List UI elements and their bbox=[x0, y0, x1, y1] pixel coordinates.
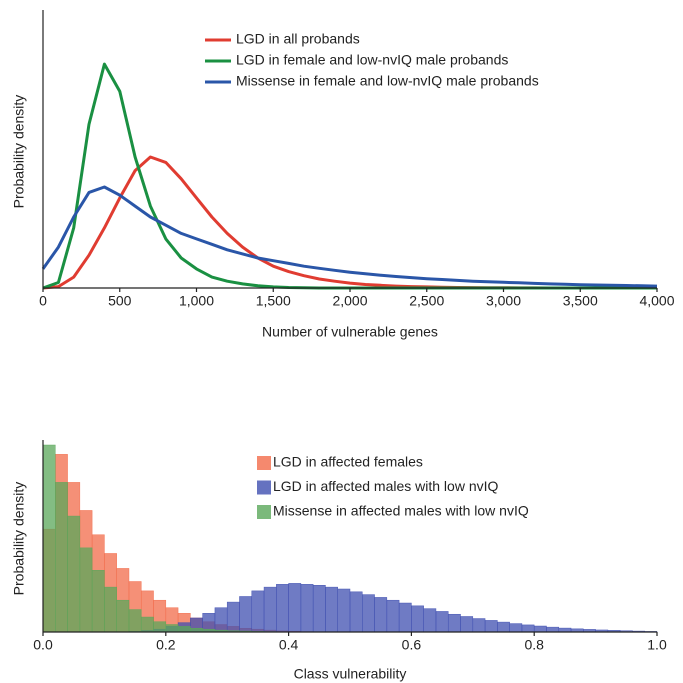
x-tick-label: 0 bbox=[39, 293, 47, 309]
histogram-bar bbox=[386, 599, 400, 633]
histogram-bar bbox=[128, 609, 142, 633]
histogram-bar bbox=[484, 620, 498, 633]
histogram-bar bbox=[300, 584, 314, 633]
histogram-bar bbox=[337, 588, 351, 633]
histogram-bar bbox=[325, 586, 338, 633]
x-tick-label: 0.4 bbox=[279, 637, 299, 653]
legend-swatch bbox=[257, 456, 271, 470]
x-axis-label: Number of vulnerable genes bbox=[262, 324, 438, 340]
x-tick-label: 3,500 bbox=[563, 293, 598, 309]
histogram-bar bbox=[104, 586, 117, 633]
x-tick-label: 0.6 bbox=[402, 637, 422, 653]
x-tick-label: 1,500 bbox=[256, 293, 291, 309]
histogram-bar bbox=[165, 624, 179, 633]
histogram-bar bbox=[349, 591, 363, 633]
histogram-bar bbox=[312, 585, 326, 633]
histogram-bar bbox=[435, 611, 449, 633]
histogram-bar bbox=[472, 618, 486, 633]
x-tick-label: 500 bbox=[108, 293, 132, 309]
y-axis-label: Probability density bbox=[11, 95, 27, 209]
histogram-bar bbox=[263, 586, 277, 633]
histogram-bar bbox=[533, 625, 547, 633]
legend-label: Missense in female and low-nvIQ male pro… bbox=[236, 73, 539, 89]
legend-label: Missense in affected males with low nvIQ bbox=[273, 503, 529, 519]
legend-label: LGD in all probands bbox=[236, 31, 360, 47]
histogram-bar bbox=[362, 594, 375, 633]
x-tick-label: 2,000 bbox=[332, 293, 367, 309]
histogram-bar bbox=[288, 583, 302, 633]
x-tick-label: 0.0 bbox=[33, 637, 53, 653]
x-tick-label: 2,500 bbox=[409, 293, 444, 309]
x-tick-label: 4,000 bbox=[639, 293, 674, 309]
histogram-bar bbox=[447, 613, 461, 633]
x-tick-label: 0.8 bbox=[524, 637, 544, 653]
histogram-bar bbox=[116, 599, 130, 633]
histogram-bar bbox=[55, 482, 68, 633]
histogram-bar bbox=[140, 616, 154, 633]
legend-label: LGD in affected males with low nvIQ bbox=[273, 478, 499, 494]
histogram-bar bbox=[153, 621, 167, 633]
legend-swatch bbox=[257, 505, 271, 519]
histogram-bar bbox=[239, 596, 253, 633]
histogram-bar bbox=[251, 590, 265, 633]
x-tick-label: 1,000 bbox=[179, 293, 214, 309]
histogram-bar bbox=[423, 608, 437, 633]
x-tick-label: 0.2 bbox=[156, 637, 176, 653]
histogram-bar bbox=[214, 607, 228, 633]
histogram-bar bbox=[521, 624, 535, 633]
histogram-bar bbox=[497, 621, 510, 633]
y-axis-label: Probability density bbox=[11, 482, 27, 596]
histogram-bar bbox=[79, 547, 93, 633]
histogram-bar bbox=[374, 597, 388, 633]
histogram-bar bbox=[226, 601, 240, 633]
legend-label: LGD in female and low-nvIQ male probands bbox=[236, 52, 508, 68]
density-line bbox=[41, 185, 658, 288]
x-tick-label: 3,000 bbox=[486, 293, 521, 309]
histogram-bar bbox=[177, 626, 191, 633]
histogram-bar bbox=[546, 626, 560, 633]
x-tick-label: 1.0 bbox=[647, 637, 667, 653]
histogram-bar bbox=[460, 616, 474, 633]
density-line bbox=[42, 155, 657, 290]
histogram-bar bbox=[411, 605, 424, 633]
histogram-bar bbox=[67, 515, 81, 633]
density-line bbox=[42, 62, 657, 290]
legend-swatch bbox=[257, 480, 271, 495]
histogram-bar bbox=[42, 444, 56, 633]
histogram-bar bbox=[509, 623, 523, 633]
x-axis-label: Class vulnerability bbox=[294, 666, 407, 682]
histogram-bar bbox=[276, 584, 289, 633]
histogram-bar bbox=[398, 602, 412, 633]
legend-label: LGD in affected females bbox=[273, 454, 423, 470]
histogram-bar bbox=[91, 570, 105, 633]
